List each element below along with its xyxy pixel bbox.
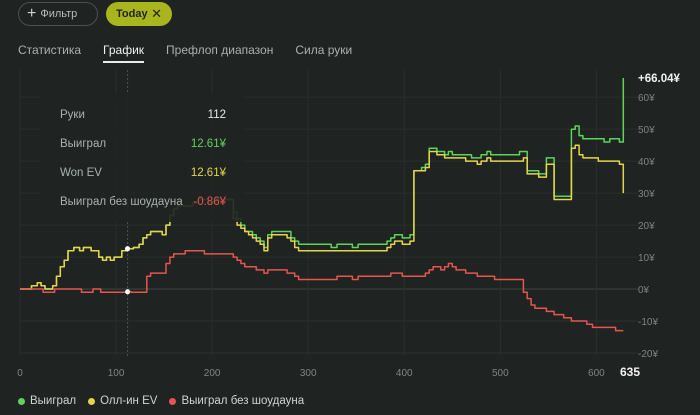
x-end-label: 635	[620, 365, 640, 379]
hover-point	[125, 289, 131, 295]
chart-legend: Выиграл Олл-ин EV Выиграл без шоудауна	[18, 395, 304, 407]
x-tick-label: 400	[396, 368, 413, 379]
tooltip-label: Выиграл	[60, 138, 107, 150]
y-tick-label: 50¥	[638, 125, 655, 136]
legend-label: Выиграл	[30, 395, 77, 407]
legend-dot	[169, 397, 177, 405]
y-tick-label: 10¥	[638, 253, 655, 264]
tooltip-row-non-showdown: Выиграл без шоудауна -0.86¥	[60, 196, 226, 208]
plus-icon: +	[27, 5, 37, 22]
y-tick-label: 60¥	[638, 93, 655, 104]
tooltip-value: 12.61¥	[190, 167, 226, 179]
filter-button[interactable]: + Фильтр	[18, 2, 98, 26]
y-tick-label: -10¥	[638, 317, 658, 328]
x-tick-label: 100	[108, 368, 125, 379]
tab-statistics[interactable]: Статистика	[18, 43, 82, 57]
tab-chart[interactable]: График	[103, 43, 145, 63]
tooltip-value: -0.86¥	[193, 196, 226, 208]
y-tick-label: -20¥	[638, 349, 658, 360]
hover-point	[125, 246, 131, 252]
x-tick-label: 600	[588, 368, 605, 379]
x-tick-label: 300	[300, 368, 317, 379]
close-icon[interactable]: ✕	[151, 6, 162, 21]
x-tick-label: 0	[17, 368, 23, 379]
tooltip-row-won: Выиграл 12.61¥	[60, 138, 226, 150]
x-tick-label: 500	[492, 368, 509, 379]
tab-hand-strength[interactable]: Сила руки	[295, 43, 353, 57]
legend-label: Выиграл без шоудауна	[181, 395, 305, 407]
y-tick-label: 30¥	[638, 189, 655, 200]
legend-item-allin-ev[interactable]: Олл-ин EV	[88, 395, 157, 407]
today-chip-label: Today	[116, 8, 148, 20]
tooltip-value: 112	[207, 109, 226, 121]
filter-label: Фильтр	[40, 8, 78, 20]
chart-tooltip: Руки 112 Выиграл 12.61¥ Won EV 12.61¥ Вы…	[40, 92, 246, 222]
legend-label: Олл-ин EV	[100, 395, 158, 407]
tooltip-row-hands: Руки 112	[60, 109, 226, 121]
legend-dot	[88, 397, 96, 405]
tab-preflop-range[interactable]: Префлоп диапазон	[166, 43, 274, 57]
x-tick-label: 200	[204, 368, 221, 379]
series-line[interactable]	[20, 249, 624, 332]
tooltip-value: 12.61¥	[190, 138, 226, 150]
tooltip-label: Won EV	[60, 167, 102, 179]
tooltip-row-won-ev: Won EV 12.61¥	[60, 167, 226, 179]
y-tick-label: 40¥	[638, 157, 655, 168]
filter-bar: + Фильтр Today ✕	[18, 2, 172, 26]
series-line[interactable]	[20, 144, 625, 290]
tooltip-label: Руки	[60, 109, 85, 121]
tooltip-label: Выиграл без шоудауна	[60, 196, 183, 208]
y-tick-label: 0¥	[638, 285, 650, 296]
final-value-label: +66.04¥	[638, 73, 680, 85]
legend-dot	[18, 397, 25, 405]
legend-item-non-showdown[interactable]: Выиграл без шоудауна	[169, 395, 304, 407]
today-filter-chip[interactable]: Today ✕	[106, 2, 172, 26]
y-tick-label: 20¥	[638, 221, 655, 232]
tab-bar: Статистика График Префлоп диапазон Сила …	[18, 43, 374, 63]
legend-item-won[interactable]: Выиграл	[18, 395, 76, 407]
